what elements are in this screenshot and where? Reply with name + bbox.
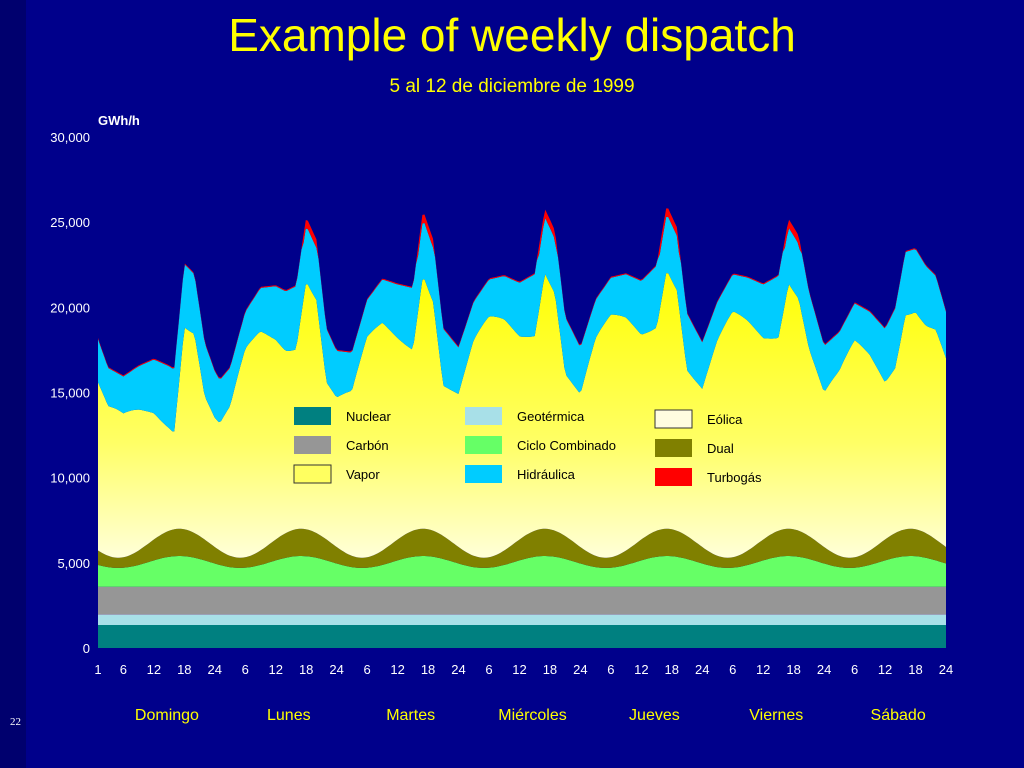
- day-label-viernes: Viernes: [749, 707, 803, 724]
- x-tick-label: 6: [364, 662, 371, 677]
- left-strip: [0, 0, 26, 768]
- legend-item-carbon: Carbón: [294, 436, 389, 454]
- x-tick-label: 6: [729, 662, 736, 677]
- day-label-martes: Martes: [386, 707, 435, 724]
- area-vapor: [98, 273, 946, 558]
- legend-swatch: [465, 465, 502, 483]
- y-tick-label: 15,000: [50, 386, 90, 401]
- x-tick-label: 18: [177, 662, 191, 677]
- legend-label: Hidráulica: [517, 467, 576, 482]
- legend-swatch: [294, 407, 331, 425]
- area-ciclo-combinado: [98, 556, 946, 587]
- x-tick-label: 18: [421, 662, 435, 677]
- legend-label: Eólica: [707, 412, 743, 427]
- legend-item-turbogas: Turbogás: [655, 468, 762, 486]
- legend-label: Carbón: [346, 438, 389, 453]
- legend-item-geotermica: Geotérmica: [465, 407, 585, 425]
- x-tick-label: 24: [939, 662, 953, 677]
- legend-swatch: [465, 407, 502, 425]
- page-title: Example of weekly dispatch: [228, 9, 796, 61]
- day-label-sabado: Sábado: [871, 707, 926, 724]
- legend-swatch: [655, 439, 692, 457]
- x-tick-label: 6: [242, 662, 249, 677]
- y-tick-label: 20,000: [50, 300, 90, 315]
- area-dual: [98, 528, 946, 568]
- legend-label: Turbogás: [707, 470, 762, 485]
- y-tick-label: 5,000: [57, 556, 90, 571]
- page-subtitle: 5 al 12 de diciembre de 1999: [389, 76, 635, 97]
- legend-label: Nuclear: [346, 409, 391, 424]
- x-tick-label: 6: [607, 662, 614, 677]
- x-tick-label: 12: [756, 662, 770, 677]
- x-tick-label: 24: [329, 662, 343, 677]
- legend-item-ciclo-combinado: Ciclo Combinado: [465, 436, 616, 454]
- day-label-miercoles: Miércoles: [498, 707, 566, 724]
- area-carbon: [98, 586, 946, 615]
- area-nuclear: [98, 625, 946, 648]
- x-tick-label: 24: [208, 662, 222, 677]
- x-tick-label: 12: [512, 662, 526, 677]
- area-geotermica: [98, 614, 946, 625]
- legend-swatch: [655, 468, 692, 486]
- x-tick-label: 18: [543, 662, 557, 677]
- area-hidraulica: [98, 216, 946, 432]
- axes: 0 5,000 10,000 15,000 20,000 25,000 30,000 GWh/…: [50, 113, 953, 724]
- stacked-areas: [98, 208, 946, 648]
- legend-swatch: [654, 409, 693, 429]
- legend-label: Geotérmica: [517, 409, 585, 424]
- legend-label: Dual: [707, 441, 734, 456]
- x-tick-label: 6: [485, 662, 492, 677]
- x-tick-label: 18: [299, 662, 313, 677]
- x-tick-label: 24: [451, 662, 465, 677]
- x-tick-label: 6: [851, 662, 858, 677]
- x-tick-label: 24: [695, 662, 709, 677]
- day-label-domingo: Domingo: [135, 707, 199, 724]
- x-tick-label: 12: [268, 662, 282, 677]
- x-tick-label: 1: [94, 662, 101, 677]
- legend-label: Ciclo Combinado: [517, 438, 616, 453]
- y-axis-unit: GWh/h: [98, 113, 140, 128]
- legend: Nuclear Carbón Vapor Geotérmica Ciclo Combin…: [293, 407, 762, 486]
- legend-item-nuclear: Nuclear: [294, 407, 391, 425]
- x-tick-label: 12: [878, 662, 892, 677]
- legend-item-hidraulica: Hidráulica: [465, 465, 576, 483]
- day-label-lunes: Lunes: [267, 707, 311, 724]
- legend-item-eolica: Eólica: [654, 409, 743, 429]
- day-label-jueves: Jueves: [629, 707, 680, 724]
- x-tick-label: 18: [665, 662, 679, 677]
- y-tick-label: 10,000: [50, 471, 90, 486]
- x-tick-label: 6: [120, 662, 127, 677]
- slide-number: 22: [10, 716, 21, 728]
- x-tick-label: 24: [573, 662, 587, 677]
- legend-item-dual: Dual: [655, 439, 734, 457]
- x-tick-label: 12: [390, 662, 404, 677]
- x-tick-label: 18: [786, 662, 800, 677]
- legend-label: Vapor: [346, 467, 380, 482]
- legend-swatch: [293, 464, 332, 484]
- x-tick-label: 12: [147, 662, 161, 677]
- y-tick-label: 30,000: [50, 130, 90, 145]
- legend-item-vapor: Vapor: [293, 464, 380, 484]
- y-tick-label: 25,000: [50, 215, 90, 230]
- x-tick-label: 18: [908, 662, 922, 677]
- y-tick-label: 0: [83, 641, 90, 656]
- x-tick-label: 24: [817, 662, 831, 677]
- legend-swatch: [465, 436, 502, 454]
- legend-swatch: [294, 436, 331, 454]
- x-tick-label: 12: [634, 662, 648, 677]
- area-eolica: [98, 614, 946, 615]
